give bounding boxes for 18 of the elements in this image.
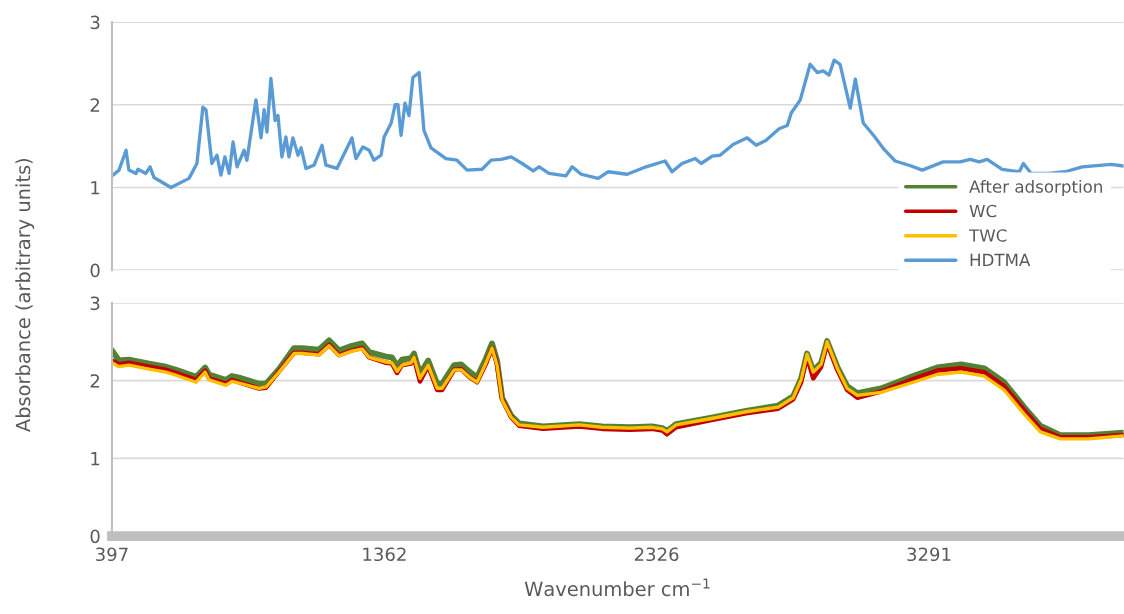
y-tick-label: 0	[90, 529, 100, 544]
y-axis-title: Absorbance (arbitrary units)	[15, 158, 35, 433]
legend-label: WC	[969, 204, 997, 218]
y-tick-label: 3	[90, 15, 100, 30]
y-tick-label: 2	[90, 374, 100, 388]
x-tick-label: 3291	[907, 547, 951, 562]
legend-label: TWC	[968, 229, 1007, 242]
y-tick-label: 3	[90, 296, 100, 311]
y-tick-label: 1	[91, 452, 100, 466]
legend-label: HDTMA	[970, 253, 1031, 267]
x-tick-label: 397	[96, 547, 128, 562]
legend-label: After adsorption	[969, 179, 1102, 197]
y-tick-label: 1	[91, 181, 100, 195]
x-tick-label: 2326	[634, 547, 679, 562]
y-tick-label: 2	[90, 98, 100, 112]
x-axis-title: Wavenumber cm$^{−1}$	[524, 578, 710, 597]
y-tick-label: 0	[90, 263, 100, 278]
x-tick-label: 1362	[363, 547, 406, 562]
